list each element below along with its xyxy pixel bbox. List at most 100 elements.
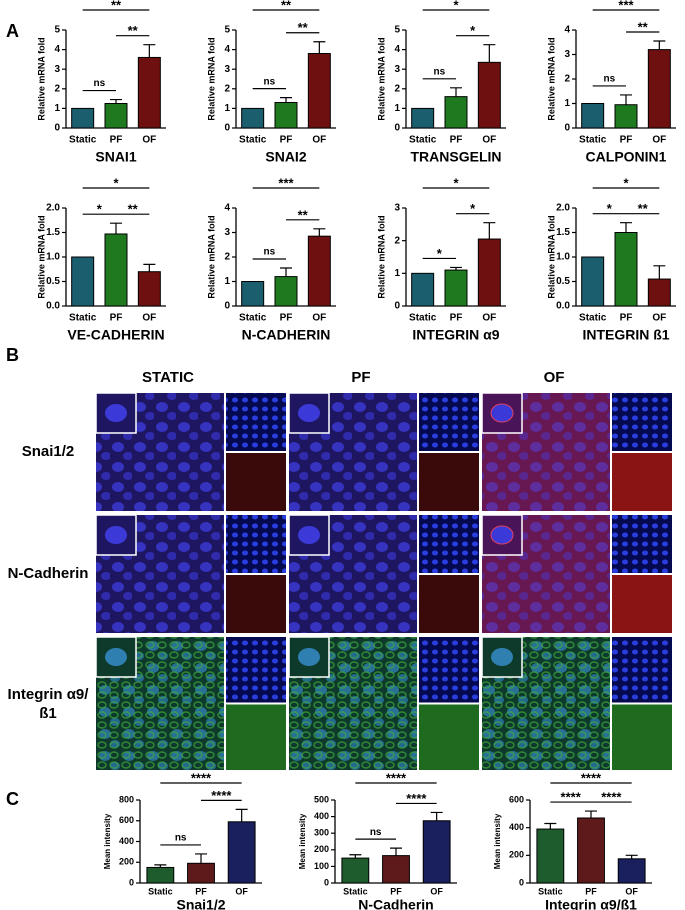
channel-blue-nuclei	[419, 637, 479, 703]
significance-label: ****	[581, 770, 602, 785]
channel-blue-nuclei	[226, 515, 286, 573]
error-bar	[390, 847, 402, 856]
x-tick-label: PF	[450, 313, 463, 324]
bar	[536, 828, 565, 884]
channel-stain	[419, 453, 479, 511]
error-bar	[313, 41, 326, 54]
x-tick-label: PF	[620, 313, 633, 324]
inset-nucleus	[490, 525, 514, 545]
error-bar	[195, 853, 207, 864]
chart-title: SNAI1	[95, 149, 136, 165]
error-bar	[313, 228, 326, 237]
y-tick-label: 3	[564, 49, 570, 60]
significance-label: **	[281, 0, 292, 12]
channel-stain	[612, 453, 672, 511]
channel-stain	[612, 704, 672, 770]
y-tick-label: 1.5	[46, 227, 60, 238]
x-tick-label: OF	[625, 886, 638, 896]
error-bar	[585, 810, 597, 818]
error-bar	[235, 808, 248, 822]
significance-label: **	[128, 23, 139, 38]
bar	[307, 53, 331, 129]
significance-label: **	[298, 20, 309, 35]
y-tick-label: 2	[224, 83, 230, 94]
channel-blue-nuclei	[612, 515, 672, 573]
channel-stain	[612, 575, 672, 633]
y-tick-label: 3	[54, 64, 60, 75]
significance-label: ****	[211, 788, 232, 803]
y-tick-label: 0	[224, 301, 230, 312]
y-tick-label: 2	[394, 83, 400, 94]
error-bar	[143, 44, 156, 58]
bar	[647, 278, 671, 307]
y-tick-label: 1	[224, 103, 230, 114]
y-tick-label: 200	[119, 857, 134, 867]
x-tick-label: OF	[142, 135, 156, 146]
y-tick-label: 4	[224, 203, 230, 214]
error-bar	[483, 44, 496, 63]
bar	[227, 821, 256, 884]
significance-label: ****	[386, 770, 407, 785]
significance-label: **	[128, 202, 139, 217]
significance-label: *	[470, 23, 476, 38]
y-tick-label: 0.5	[556, 276, 570, 287]
y-tick-label: 2	[54, 83, 60, 94]
error-bar	[450, 266, 462, 271]
x-tick-label: Static	[579, 135, 607, 146]
column-header: OF	[544, 369, 565, 386]
error-bar	[653, 40, 666, 50]
y-tick-label: 1.0	[556, 252, 570, 263]
y-tick-label: 3	[394, 64, 400, 75]
inset-nucleus	[298, 526, 320, 544]
channel-blue-nuclei	[419, 393, 479, 451]
inset-nucleus	[105, 526, 127, 544]
bar	[274, 276, 298, 307]
error-bar	[653, 265, 666, 280]
x-tick-label: OF	[312, 313, 326, 324]
significance-label: ***	[618, 0, 634, 12]
bar	[187, 862, 215, 884]
significance-label: ****	[406, 791, 427, 806]
significance-label: *	[453, 0, 459, 12]
y-tick-label: 0	[394, 123, 400, 134]
y-axis-label: Relative mRNA fold	[546, 37, 556, 120]
x-tick-label: OF	[312, 135, 326, 146]
y-tick-label: 2.0	[556, 203, 570, 214]
channel-stain	[226, 453, 286, 511]
y-tick-label: 3	[224, 227, 230, 238]
x-tick-label: Static	[69, 135, 97, 146]
chart-title: N-CADHERIN	[242, 327, 331, 343]
inset-nucleus	[105, 648, 127, 666]
chart-title: INTEGRIN α9	[412, 327, 499, 343]
channel-stain	[419, 575, 479, 633]
significance-label: **	[638, 201, 649, 216]
y-tick-label: 100	[314, 861, 329, 871]
y-tick-label: 800	[119, 794, 134, 804]
channel-blue-nuclei	[612, 637, 672, 703]
bar	[614, 104, 638, 129]
error-bar	[154, 864, 167, 868]
inset	[95, 392, 137, 434]
bar	[146, 866, 175, 884]
channel-stain	[226, 704, 286, 770]
row-label: Snai1/2	[21, 443, 75, 460]
bar	[614, 232, 638, 307]
significance-label: ns	[263, 247, 275, 258]
panel-label: B	[6, 345, 19, 365]
channel-stain	[226, 575, 286, 633]
y-tick-label: 2.0	[46, 203, 60, 214]
x-tick-label: Static	[239, 135, 267, 146]
bar	[577, 817, 605, 884]
error-bar	[544, 822, 557, 830]
row-label: N-Cadherin	[7, 565, 89, 582]
y-axis-label: Relative mRNA fold	[206, 215, 216, 298]
error-bar	[450, 87, 462, 97]
error-bar	[349, 854, 362, 859]
bar	[444, 269, 468, 307]
bar	[104, 103, 128, 129]
y-tick-label: 200	[509, 850, 524, 860]
x-tick-label: Static	[148, 886, 173, 896]
chart-title: CALPONIN1	[586, 149, 667, 165]
